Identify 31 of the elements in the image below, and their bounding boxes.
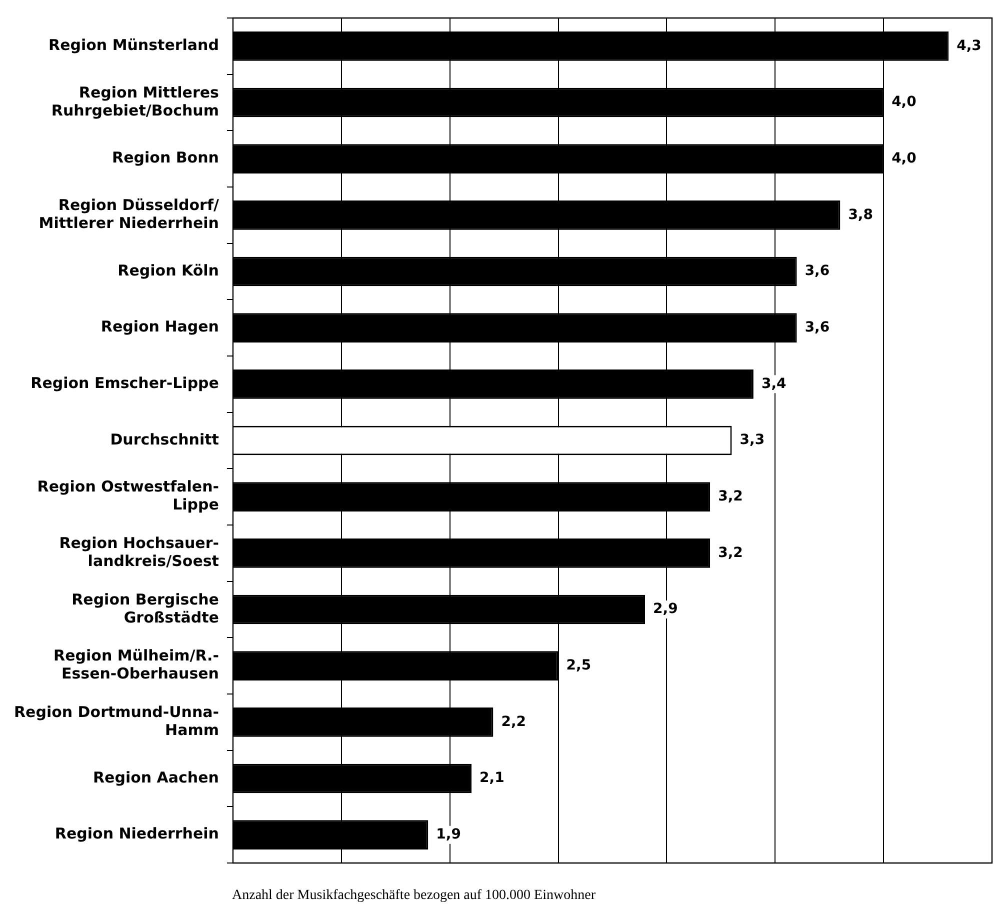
data-label: 3,6 xyxy=(804,319,830,336)
y-tick-label: Region Hochsauer-landkreis/Soest xyxy=(59,534,219,570)
y-tick-label: Region Düsseldorf/ Mittlerer Niederrhein xyxy=(38,196,220,232)
data-label: 3,2 xyxy=(718,488,743,504)
y-tick-label: Durchschnitt xyxy=(110,430,219,448)
data-label: 2,2 xyxy=(501,714,526,730)
y-tick-label: Region Dortmund-Unna-Hamm xyxy=(14,703,219,740)
data-label: 3,6 xyxy=(804,263,830,280)
y-tick-label: Region Köln xyxy=(118,261,219,280)
y-tick-label: Region Bergische Großstädte xyxy=(72,590,219,626)
data-label: 4,3 xyxy=(956,38,982,54)
data-label: 2,1 xyxy=(480,770,504,786)
data-label: 3,2 xyxy=(718,544,743,561)
y-tick-label: Region Münsterland xyxy=(48,36,219,54)
y-tick-label: Region Mülheim/R.-Essen-Oberhausen xyxy=(54,646,219,683)
data-label: 1,9 xyxy=(436,826,461,842)
data-label: 3,3 xyxy=(740,432,765,448)
data-label: 4,0 xyxy=(892,94,917,110)
y-tick-label: Region Bonn xyxy=(112,148,219,167)
y-tick-label: Region Hagen xyxy=(100,318,219,336)
x-axis-title: Anzahl der Musikfachgeschäfte bezogen auf 100.000 Einwohner xyxy=(232,888,596,904)
data-label: 3,4 xyxy=(761,376,787,392)
data-label: 4,0 xyxy=(892,150,917,166)
y-tick-label: Region Emscher-Lippe xyxy=(30,374,219,392)
y-tick-label: Region Aachen xyxy=(93,768,219,786)
y-tick-label: Region Mittleres Ruhrgebiet/Bochum xyxy=(51,83,220,120)
data-label: 2,9 xyxy=(653,601,678,618)
y-tick-label: Region Niederrhein xyxy=(54,824,219,843)
data-label: 3,8 xyxy=(848,206,874,223)
y-tick-label: Region Ostwestfalen-Lippe xyxy=(37,478,219,514)
data-label: 2,5 xyxy=(566,657,592,674)
